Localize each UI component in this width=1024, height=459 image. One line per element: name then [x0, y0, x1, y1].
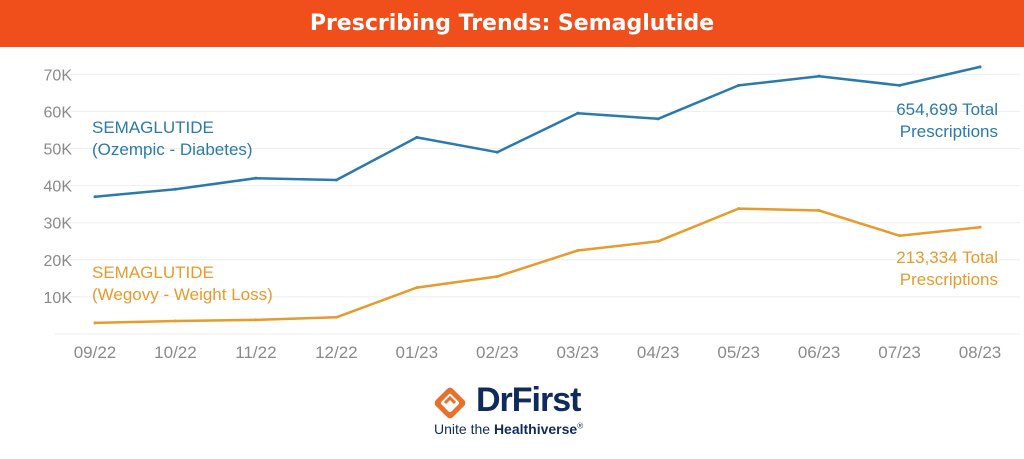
- y-tick-label: 60K: [44, 104, 73, 121]
- series-total-line2: Prescriptions: [900, 270, 998, 289]
- series-name-line1: SEMAGLUTIDE: [92, 118, 214, 137]
- data-point: [415, 286, 419, 290]
- series-line-wegovy: [94, 207, 981, 325]
- data-point: [495, 274, 499, 278]
- line-chart: 10K 20K 30K 40K 50K 60K 70K 09/22 10/22 11/22 12/2…: [44, 65, 1020, 362]
- x-tick-label: 11/22: [235, 343, 276, 362]
- series-total-line1: 654,699 Total: [896, 100, 998, 119]
- y-tick-label: 30K: [44, 216, 73, 233]
- y-tick-label: 10K: [44, 290, 73, 307]
- series-name-line2: (Wegovy - Weight Loss): [92, 285, 273, 304]
- data-point: [576, 249, 580, 253]
- chart-title: Prescribing Trends: Semaglutide: [309, 11, 715, 36]
- x-tick-label: 10/22: [154, 343, 197, 362]
- data-point: [93, 321, 97, 325]
- y-tick-label: 50K: [44, 142, 73, 159]
- data-point: [656, 239, 660, 243]
- data-point: [737, 83, 741, 87]
- data-point: [898, 83, 902, 87]
- drfirst-logo-mark-icon: [434, 387, 466, 419]
- x-tick-label: 04/23: [637, 343, 680, 362]
- logo-tagline: Unite the Healthiverse®: [434, 421, 583, 437]
- series-total-line2: Prescriptions: [900, 122, 998, 141]
- data-point: [254, 318, 258, 322]
- x-tick-label: 01/23: [396, 343, 439, 362]
- data-point: [978, 65, 982, 69]
- data-point: [656, 117, 660, 121]
- logo-tagline-bold: Healthiverse: [493, 421, 578, 437]
- chart-title-banner: Prescribing Trends: Semaglutide: [0, 0, 1024, 47]
- data-point: [898, 234, 902, 238]
- data-point: [495, 150, 499, 154]
- logo-name: DrFirst: [476, 381, 581, 419]
- y-tick-label: 20K: [44, 253, 73, 270]
- data-point: [173, 319, 177, 323]
- data-point: [978, 225, 982, 229]
- data-point: [817, 208, 821, 212]
- x-tick-label: 05/23: [717, 343, 760, 362]
- series-line-ozempic: [94, 65, 981, 198]
- series-name-line1: SEMAGLUTIDE: [92, 263, 214, 282]
- logo-tagline-mark: ®: [577, 421, 584, 431]
- x-tick-label: 07/23: [878, 343, 921, 362]
- x-tick-label: 03/23: [556, 343, 599, 362]
- x-tick-label: 09/22: [74, 343, 117, 362]
- x-tick-label: 12/22: [315, 343, 358, 362]
- series-name-line2: (Ozempic - Diabetes): [92, 140, 253, 159]
- data-point: [254, 176, 258, 180]
- drfirst-logo: DrFirst Unite the Healthiverse®: [432, 381, 602, 443]
- y-tick-label: 40K: [44, 179, 73, 196]
- y-tick-label: 70K: [44, 67, 73, 84]
- data-point: [415, 135, 419, 139]
- logo-tagline-start: Unite the: [434, 421, 494, 437]
- x-tick-label: 02/23: [476, 343, 519, 362]
- series-total-line1: 213,334 Total: [896, 248, 998, 267]
- x-tick-label: 06/23: [798, 343, 841, 362]
- data-point: [576, 111, 580, 115]
- x-tick-label: 08/23: [959, 343, 1002, 362]
- data-point: [334, 178, 338, 182]
- data-point: [173, 187, 177, 191]
- data-point: [93, 195, 97, 199]
- data-point: [334, 315, 338, 319]
- data-point: [817, 74, 821, 78]
- data-point: [737, 207, 741, 211]
